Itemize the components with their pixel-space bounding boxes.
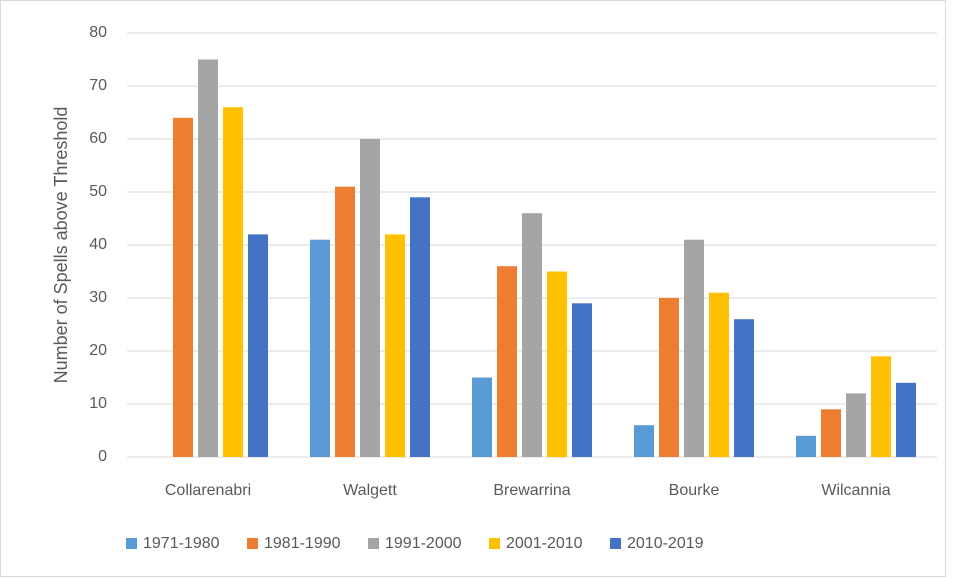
bar bbox=[684, 239, 704, 457]
bar bbox=[472, 377, 492, 457]
bar bbox=[634, 425, 654, 457]
bar bbox=[734, 319, 754, 457]
bar bbox=[335, 186, 355, 457]
legend-swatch bbox=[368, 538, 379, 549]
x-tick-label: Walgett bbox=[343, 482, 397, 499]
bar bbox=[223, 107, 243, 457]
y-tick-label: 10 bbox=[89, 395, 107, 412]
bar bbox=[871, 356, 891, 457]
y-tick-label: 60 bbox=[89, 130, 107, 147]
bar bbox=[572, 303, 592, 457]
x-tick-label: Collarenabri bbox=[165, 482, 251, 499]
x-tick-label: Bourke bbox=[669, 482, 720, 499]
legend-label: 1981-1990 bbox=[264, 535, 341, 552]
bar bbox=[173, 117, 193, 458]
y-tick-label: 50 bbox=[89, 183, 107, 200]
y-tick-label: 40 bbox=[89, 236, 107, 253]
bar bbox=[248, 234, 268, 457]
bar bbox=[547, 271, 567, 457]
bar bbox=[497, 266, 517, 457]
legend-label: 2010-2019 bbox=[627, 535, 704, 552]
legend-swatch bbox=[247, 538, 258, 549]
bar bbox=[659, 298, 679, 457]
y-axis-title: Number of Spells above Threshold bbox=[51, 107, 71, 384]
legend-label: 1971-1980 bbox=[143, 535, 220, 552]
bar bbox=[846, 393, 866, 457]
bar bbox=[821, 409, 841, 457]
bar bbox=[198, 59, 218, 457]
legend-swatch bbox=[126, 538, 137, 549]
y-tick-label: 30 bbox=[89, 289, 107, 306]
bar bbox=[360, 139, 380, 457]
y-tick-label: 20 bbox=[89, 342, 107, 359]
x-tick-label: Brewarrina bbox=[493, 482, 570, 499]
bar bbox=[796, 435, 816, 457]
y-tick-label: 0 bbox=[98, 448, 107, 465]
y-tick-label: 80 bbox=[89, 24, 107, 41]
bar bbox=[709, 292, 729, 457]
bar bbox=[410, 197, 430, 458]
bar bbox=[522, 213, 542, 457]
legend-swatch bbox=[610, 538, 621, 549]
bar bbox=[385, 234, 405, 457]
y-tick-label: 70 bbox=[89, 77, 107, 94]
legend-label: 1991-2000 bbox=[385, 535, 462, 552]
bar bbox=[310, 239, 330, 457]
bar bbox=[896, 382, 916, 457]
legend-label: 2001-2010 bbox=[506, 535, 583, 552]
x-tick-label: Wilcannia bbox=[821, 482, 890, 499]
legend-swatch bbox=[489, 538, 500, 549]
